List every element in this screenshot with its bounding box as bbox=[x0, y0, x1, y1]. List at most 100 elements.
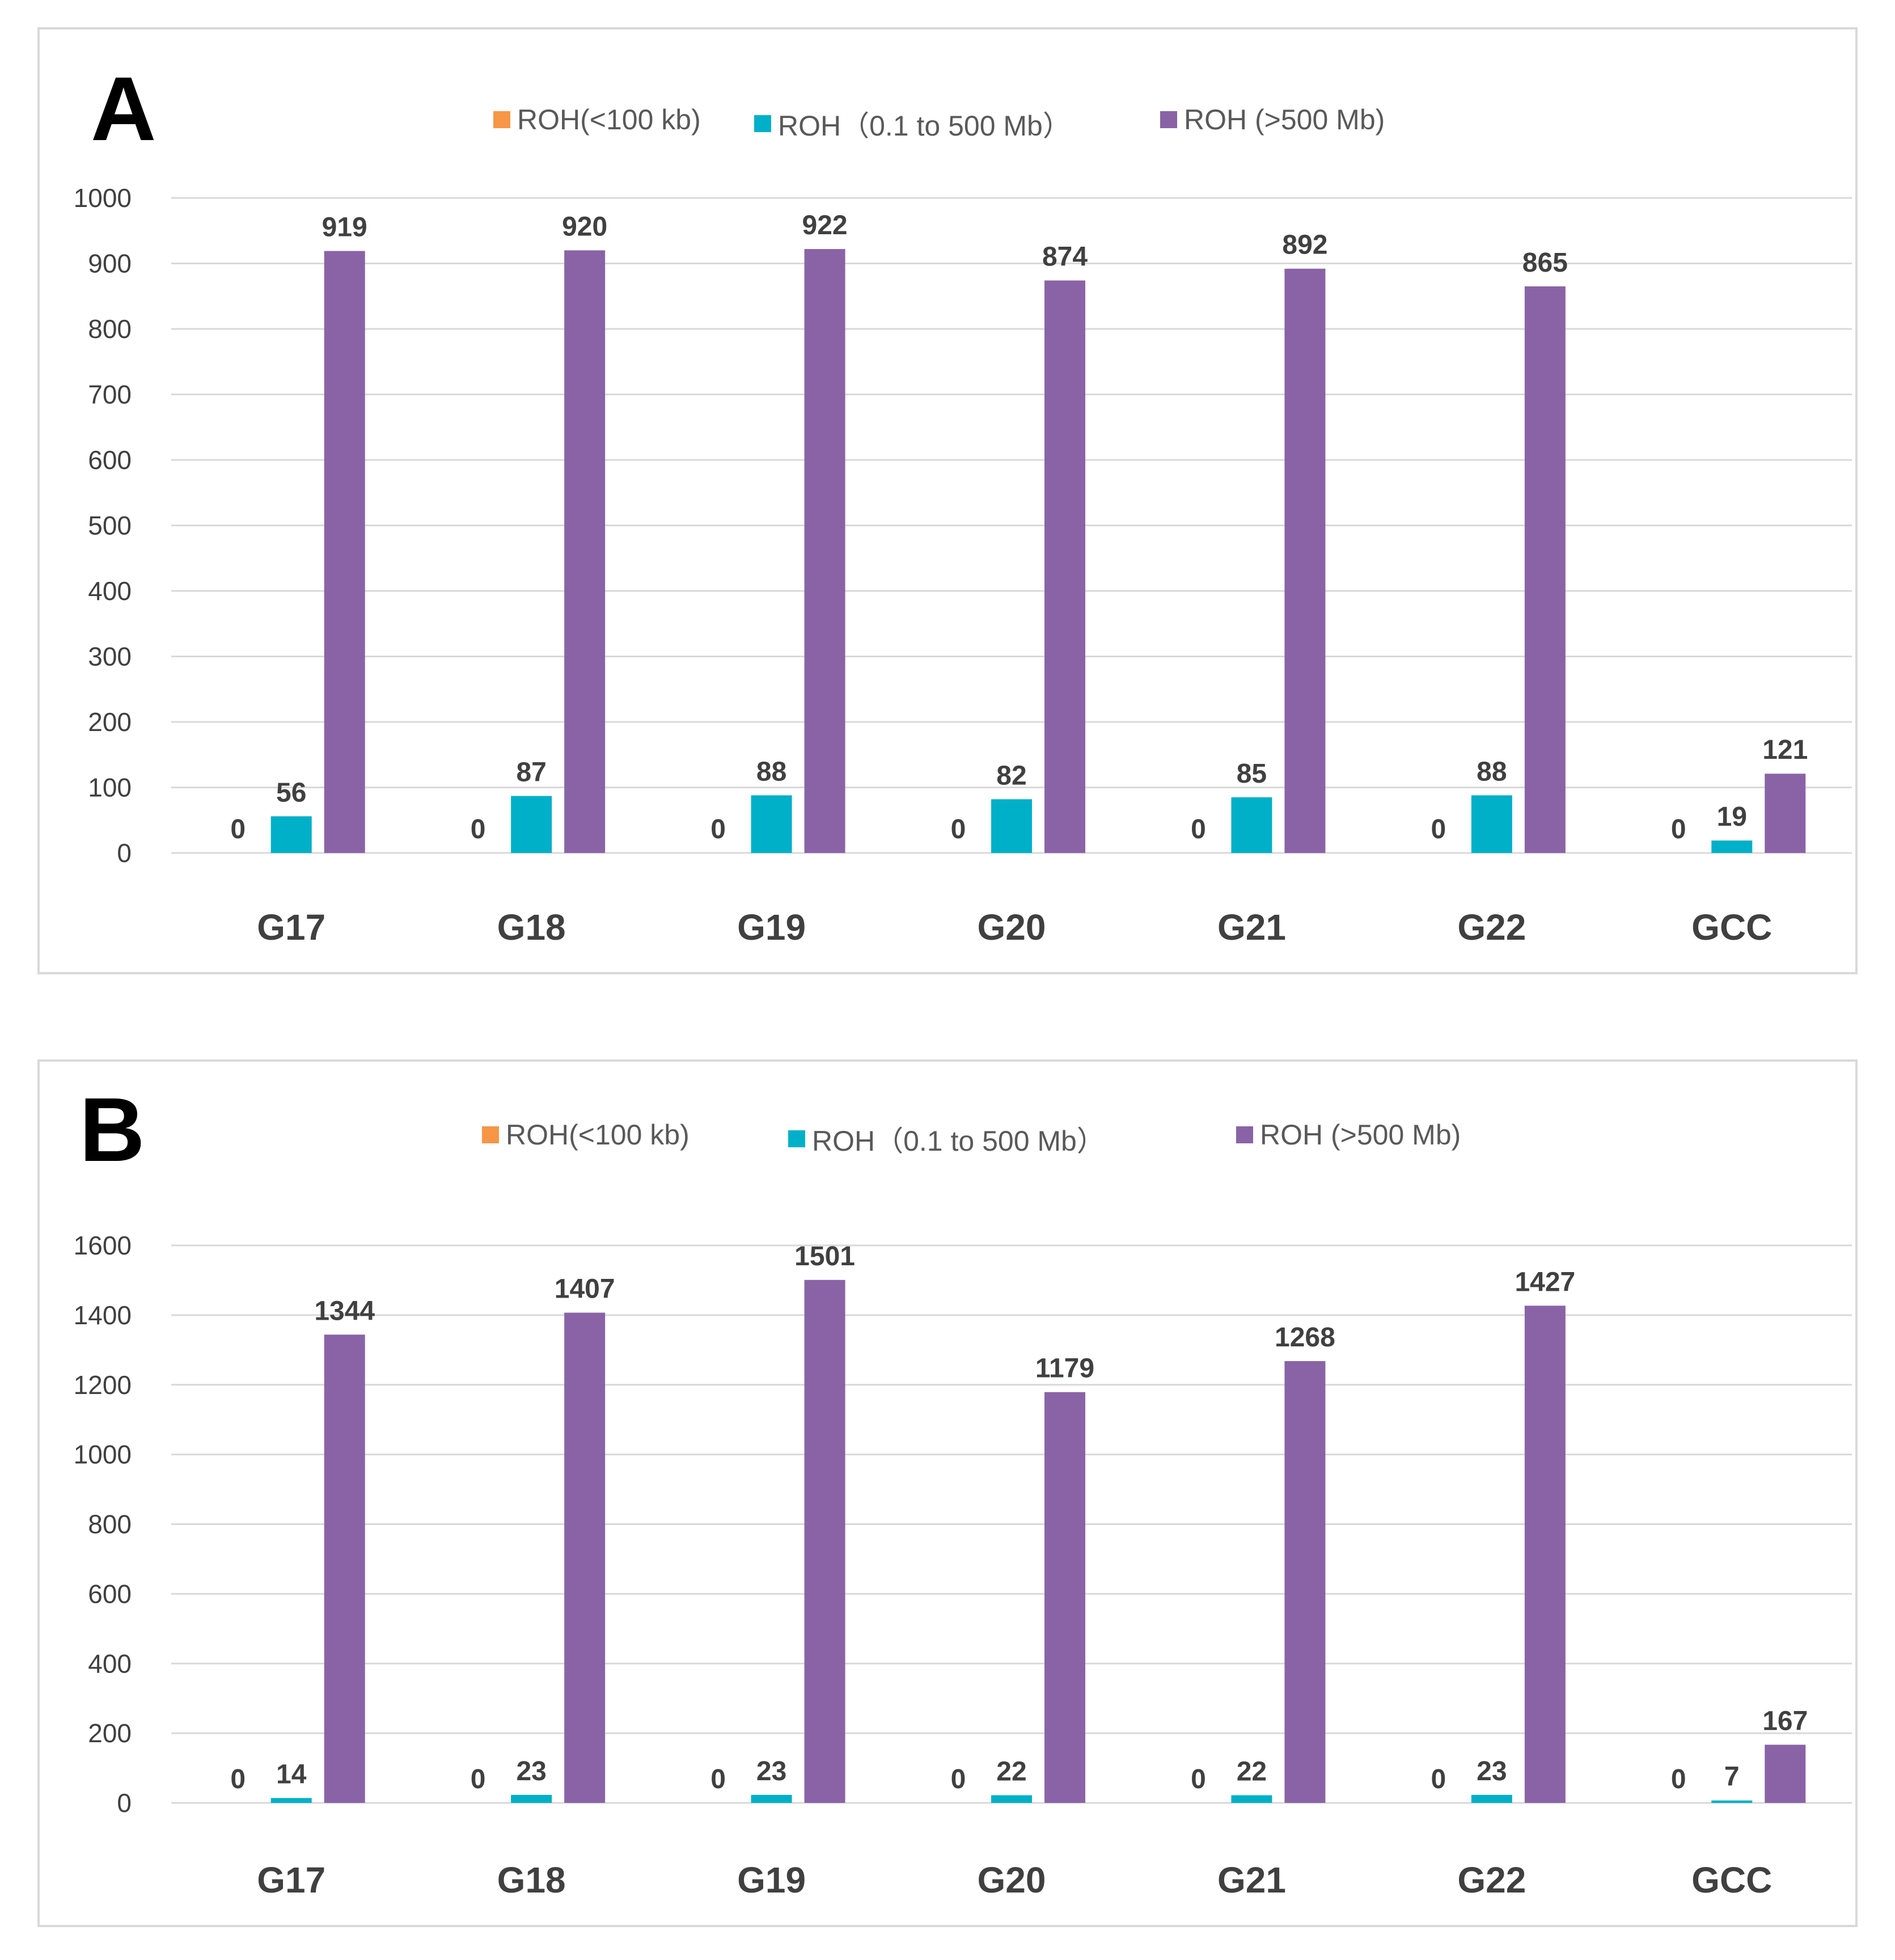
x-category-label: G17 bbox=[257, 1860, 325, 1900]
bar bbox=[270, 816, 312, 853]
chart-panel-a: A ROH(<100 kb) ROH（0.1 to 500 Mb） ROH (>… bbox=[37, 27, 1858, 974]
data-label: 0 bbox=[230, 814, 246, 844]
bar-chart-b: 0 200 400 600 800 1000 1200 1400 1600 0 14 1344 G17 0… bbox=[74, 1231, 1852, 1900]
data-label: 14 bbox=[276, 1759, 307, 1789]
legend-label: ROH (>500 Mb) bbox=[1260, 1119, 1461, 1151]
y-tick-label: 1600 bbox=[74, 1231, 132, 1260]
x-category-label: GCC bbox=[1691, 1860, 1772, 1900]
legend: ROH(<100 kb) ROH（0.1 to 500 Mb） ROH (>50… bbox=[40, 1118, 1855, 1164]
x-category-label: GCC bbox=[1691, 907, 1772, 948]
data-label: 56 bbox=[276, 778, 306, 808]
bar bbox=[270, 1798, 312, 1803]
y-tick-label: 1000 bbox=[74, 183, 132, 213]
data-label: 865 bbox=[1522, 248, 1568, 278]
legend-item-long-roh: ROH (>500 Mb) bbox=[1160, 103, 1385, 136]
y-tick-label: 0 bbox=[117, 838, 132, 868]
data-label: 7 bbox=[1724, 1762, 1740, 1792]
data-label: 85 bbox=[1237, 759, 1267, 789]
legend-item-medium-roh: ROH（0.1 to 500 Mb） bbox=[788, 1118, 1105, 1159]
data-label: 1179 bbox=[1035, 1354, 1094, 1384]
data-label: 23 bbox=[516, 1756, 546, 1786]
data-label: 0 bbox=[951, 1764, 966, 1794]
bar bbox=[564, 250, 606, 853]
bar bbox=[1765, 774, 1806, 853]
x-category-label: G20 bbox=[978, 1860, 1046, 1900]
y-tick-label: 400 bbox=[88, 1649, 132, 1678]
legend-swatch bbox=[788, 1130, 805, 1147]
x-category-label: G18 bbox=[497, 907, 566, 948]
y-tick-label: 0 bbox=[117, 1788, 132, 1818]
legend: ROH(<100 kb) ROH（0.1 to 500 Mb） ROH (>50… bbox=[40, 103, 1855, 149]
bar bbox=[564, 1312, 606, 1803]
data-label: 0 bbox=[1191, 1764, 1206, 1794]
data-label: 0 bbox=[1671, 814, 1686, 844]
x-category-label: G21 bbox=[1217, 907, 1286, 948]
legend-item-long-roh: ROH (>500 Mb) bbox=[1236, 1118, 1461, 1151]
bar bbox=[1524, 286, 1566, 853]
data-label: 0 bbox=[1431, 814, 1446, 844]
legend-item-short-roh: ROH(<100 kb) bbox=[482, 1118, 690, 1151]
x-category-label: G19 bbox=[737, 907, 806, 948]
x-category-label: G22 bbox=[1457, 1860, 1526, 1900]
y-tick-label: 500 bbox=[88, 511, 132, 540]
bar bbox=[324, 1334, 365, 1803]
bar bbox=[1765, 1744, 1806, 1803]
bar bbox=[751, 795, 792, 853]
y-tick-label: 800 bbox=[88, 1510, 132, 1539]
data-label: 1268 bbox=[1275, 1323, 1335, 1353]
y-tick-label: 600 bbox=[88, 1579, 132, 1608]
y-tick-label: 900 bbox=[88, 249, 132, 278]
bar bbox=[804, 1279, 845, 1803]
data-label: 922 bbox=[802, 210, 848, 240]
bar bbox=[1044, 1392, 1085, 1803]
y-tick-label: 1000 bbox=[74, 1440, 132, 1469]
bar bbox=[1231, 797, 1272, 853]
data-label: 892 bbox=[1282, 230, 1327, 260]
legend-swatch bbox=[754, 115, 771, 132]
bar bbox=[1711, 840, 1753, 853]
bar bbox=[511, 796, 552, 853]
y-tick-label: 100 bbox=[88, 773, 132, 802]
data-label: 1407 bbox=[555, 1274, 615, 1304]
bar bbox=[1471, 795, 1512, 853]
bar-chart-a: 0 100 200 300 400 500 600 700 800 900 1000 0 56 919 G1… bbox=[74, 183, 1852, 948]
legend-swatch bbox=[493, 111, 510, 128]
data-label: 0 bbox=[230, 1764, 246, 1794]
legend-label: ROH(<100 kb) bbox=[517, 104, 701, 136]
legend-swatch bbox=[482, 1126, 499, 1143]
bar bbox=[1044, 280, 1085, 853]
data-label: 167 bbox=[1762, 1706, 1808, 1736]
x-category-label: G19 bbox=[737, 1860, 806, 1900]
data-label: 0 bbox=[710, 1764, 726, 1794]
panel-label: B bbox=[79, 1079, 145, 1180]
bar bbox=[511, 1794, 552, 1803]
y-tick-label: 400 bbox=[88, 576, 132, 606]
bar bbox=[804, 249, 845, 854]
bar bbox=[991, 1795, 1032, 1803]
data-label: 22 bbox=[996, 1756, 1026, 1786]
bar bbox=[991, 799, 1032, 853]
data-label: 0 bbox=[471, 814, 486, 844]
data-label: 0 bbox=[1191, 814, 1206, 844]
data-label: 0 bbox=[710, 814, 726, 844]
legend-item-medium-roh: ROH（0.1 to 500 Mb） bbox=[754, 103, 1071, 144]
data-label: 23 bbox=[756, 1756, 786, 1786]
bar bbox=[1284, 1361, 1326, 1803]
panel-label: A bbox=[91, 58, 156, 159]
y-tick-label: 800 bbox=[88, 314, 132, 344]
data-label: 88 bbox=[1477, 757, 1507, 787]
data-label: 920 bbox=[562, 212, 607, 242]
x-category-label: G21 bbox=[1217, 1860, 1286, 1900]
bar bbox=[1284, 268, 1326, 853]
data-label: 0 bbox=[1431, 1764, 1446, 1794]
data-label: 1501 bbox=[794, 1241, 855, 1272]
data-label: 874 bbox=[1042, 242, 1088, 272]
legend-label: ROH（0.1 to 500 Mb） bbox=[812, 1125, 1105, 1157]
bar bbox=[324, 251, 365, 854]
data-label: 1344 bbox=[314, 1296, 375, 1326]
bar bbox=[1231, 1795, 1272, 1803]
data-label: 0 bbox=[951, 814, 966, 844]
y-tick-label: 600 bbox=[88, 445, 132, 475]
y-tick-label: 1400 bbox=[74, 1300, 132, 1330]
y-tick-label: 1200 bbox=[74, 1370, 132, 1400]
